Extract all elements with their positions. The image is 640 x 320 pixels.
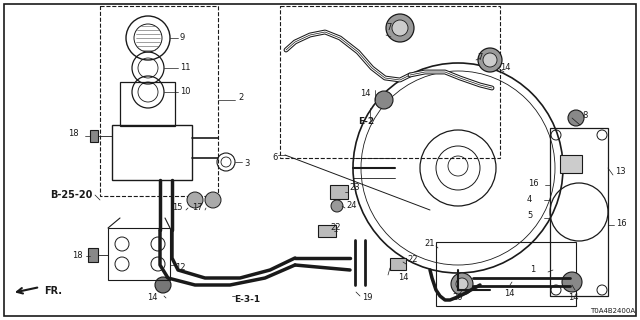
Text: 14: 14 [147,293,157,302]
Text: 15: 15 [172,203,182,212]
Text: 16: 16 [616,219,627,228]
Text: 24: 24 [346,201,356,210]
Circle shape [451,273,473,295]
Text: T0A4B2400A: T0A4B2400A [590,308,635,314]
Text: 17: 17 [192,203,203,212]
Text: 14: 14 [504,289,515,298]
Circle shape [375,91,393,109]
Text: 7: 7 [477,52,483,61]
Text: 6: 6 [272,154,277,163]
Text: 11: 11 [180,63,191,73]
Bar [560,155,582,173]
Bar [550,128,608,296]
Bar [108,228,170,280]
Circle shape [483,53,497,67]
Circle shape [392,20,408,36]
Text: 9: 9 [180,33,185,42]
Circle shape [205,192,221,208]
Bar [330,185,348,199]
Bar [120,82,175,126]
Circle shape [155,277,171,293]
Text: 7: 7 [386,22,392,31]
Text: 18: 18 [68,129,79,138]
Text: 10: 10 [180,87,191,97]
Text: FR.: FR. [44,286,62,296]
Bar [390,258,406,270]
Bar [318,225,336,237]
Text: 14: 14 [568,292,579,301]
Circle shape [456,278,468,290]
Text: 14: 14 [360,89,371,98]
Text: 13: 13 [615,167,626,177]
Text: 19: 19 [362,293,372,302]
Circle shape [386,14,414,42]
Text: 22: 22 [330,223,340,233]
Text: E-3-1: E-3-1 [234,295,260,305]
Text: 1: 1 [530,266,535,275]
Circle shape [568,110,584,126]
Text: 14: 14 [500,63,511,73]
Circle shape [478,48,502,72]
Text: 5: 5 [527,212,532,220]
Circle shape [187,192,203,208]
Bar [436,242,576,306]
Text: 8: 8 [582,110,588,119]
Bar [112,125,192,180]
Text: 2: 2 [238,93,243,102]
Text: 18: 18 [72,252,83,260]
Bar [100,6,218,196]
Bar [90,130,98,142]
Text: 21: 21 [424,239,435,249]
Bar [280,6,500,158]
Text: E-2: E-2 [358,117,374,126]
Text: 3: 3 [244,158,250,167]
Text: 12: 12 [175,263,186,273]
Text: 23: 23 [349,183,360,193]
Circle shape [331,200,343,212]
Text: 16: 16 [528,179,539,188]
Text: B-25-20: B-25-20 [50,190,92,200]
Text: 4: 4 [527,195,532,204]
Text: 22: 22 [407,255,417,265]
Bar [88,248,98,262]
Text: 20: 20 [452,292,463,301]
Circle shape [562,272,582,292]
Text: 14: 14 [398,274,408,283]
